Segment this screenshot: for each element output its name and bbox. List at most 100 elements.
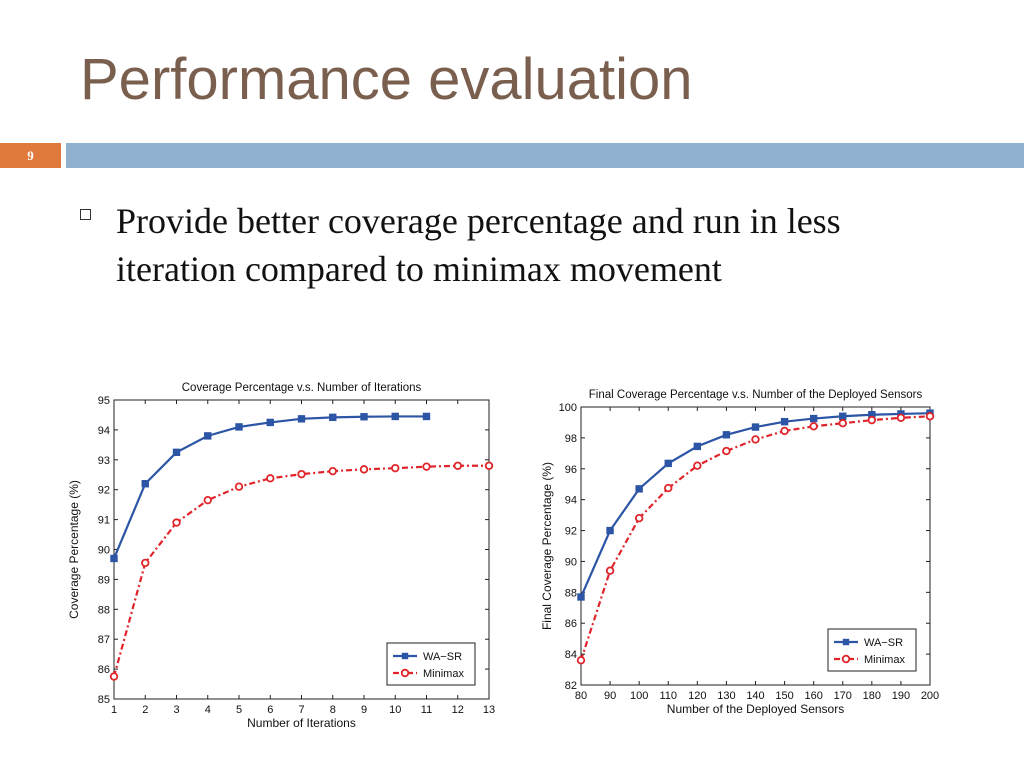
data-point-circle: [925, 412, 935, 421]
data-point-square: [266, 418, 274, 427]
data-point-square: [780, 417, 789, 426]
x-tick-label: 120: [688, 690, 706, 702]
x-tick-label: 180: [863, 690, 881, 702]
data-point-square: [693, 442, 702, 451]
data-point-circle: [576, 656, 586, 665]
data-point-circle: [453, 461, 462, 470]
x-tick-label: 1: [111, 704, 117, 716]
x-tick-label: 130: [717, 690, 735, 702]
x-tick-label: 2: [142, 704, 148, 716]
legend-label: Minimax: [423, 668, 464, 680]
data-point-circle: [297, 469, 306, 479]
x-tick-label: 12: [452, 704, 464, 716]
legend-box: [386, 642, 476, 686]
x-tick-label: 7: [298, 704, 304, 716]
y-tick-label: 92: [565, 526, 577, 538]
data-point-circle: [634, 513, 644, 523]
y-tick-label: 100: [559, 402, 577, 414]
legend-label: WA−SR: [864, 637, 903, 649]
x-tick-label: 5: [236, 704, 242, 716]
data-point-square: [577, 593, 585, 601]
x-tick-label: 100: [630, 690, 648, 702]
y-tick-label: 85: [98, 694, 110, 706]
data-point-square: [422, 412, 431, 421]
data-point-circle: [234, 482, 244, 491]
data-point-square: [297, 415, 306, 423]
data-point-circle: [266, 474, 275, 483]
x-tick-label: 8: [330, 704, 336, 716]
x-tick-label: 190: [892, 690, 910, 702]
y-tick-label: 86: [565, 618, 577, 630]
square-bullet-icon: [80, 209, 91, 220]
y-axis-label: Coverage Percentage (%): [67, 480, 81, 619]
x-tick-label: 110: [659, 690, 677, 702]
x-tick-label: 150: [775, 690, 793, 702]
y-tick-label: 92: [98, 485, 110, 497]
legend-marker: [401, 652, 409, 660]
x-tick-label: 13: [483, 704, 495, 716]
y-tick-label: 95: [98, 395, 110, 407]
data-point-circle: [780, 426, 789, 436]
data-point-circle: [809, 422, 818, 431]
y-axis-label: Final Coverage Percentage (%): [540, 462, 554, 630]
data-point-square: [606, 526, 614, 535]
bullet-text: Provide better coverage percentage and r…: [116, 201, 841, 289]
data-point-square: [391, 412, 399, 421]
y-tick-label: 89: [98, 574, 110, 586]
y-tick-label: 82: [565, 680, 577, 692]
x-tick-label: 6: [267, 704, 273, 716]
data-point-square: [110, 554, 118, 563]
x-tick-label: 3: [173, 704, 179, 716]
x-axis-label: Number of the Deployed Sensors: [667, 702, 844, 716]
data-point-circle: [391, 463, 400, 473]
x-axis-label: Number of Iterations: [247, 716, 356, 730]
data-point-circle: [109, 672, 119, 681]
x-tick-label: 11: [421, 704, 432, 716]
data-point-circle: [203, 495, 212, 505]
data-point-square: [635, 485, 643, 493]
chart-title: Final Coverage Percentage v.s. Number of…: [589, 389, 923, 401]
x-tick-label: 9: [361, 704, 367, 716]
data-point-circle: [693, 461, 702, 470]
legend-box: [827, 628, 917, 672]
data-point-square: [172, 448, 181, 457]
y-tick-label: 86: [98, 664, 110, 676]
header-divider-bar: [66, 143, 1024, 168]
data-point-circle: [605, 566, 615, 575]
data-point-square: [751, 423, 760, 431]
x-tick-label: 80: [575, 690, 587, 702]
data-point-square: [664, 459, 672, 468]
y-tick-label: 91: [98, 515, 110, 527]
x-tick-label: 10: [389, 704, 401, 716]
y-tick-label: 90: [565, 556, 577, 568]
legend-marker: [842, 638, 850, 646]
y-tick-label: 94: [98, 425, 110, 437]
y-tick-label: 88: [98, 604, 110, 616]
data-point-circle: [172, 518, 181, 527]
legend-marker: [400, 668, 410, 678]
chart-title: Coverage Percentage v.s. Number of Itera…: [182, 382, 422, 394]
y-tick-label: 96: [565, 464, 577, 476]
y-tick-label: 98: [565, 433, 577, 445]
x-tick-label: 160: [804, 690, 822, 702]
data-point-circle: [359, 465, 369, 474]
chart-coverage-vs-iterations: Coverage Percentage v.s. Number of Itera…: [67, 382, 495, 730]
data-point-square: [204, 432, 212, 440]
y-tick-label: 94: [565, 495, 577, 507]
data-point-square: [235, 423, 243, 431]
y-tick-label: 87: [98, 634, 110, 646]
data-point-circle: [867, 415, 877, 425]
chart-final-coverage-vs-sensors: Final Coverage Percentage v.s. Number of…: [540, 389, 939, 716]
data-point-square: [329, 413, 337, 422]
x-tick-label: 90: [604, 690, 616, 702]
legend-label: WA−SR: [423, 651, 462, 663]
x-tick-label: 200: [921, 690, 939, 702]
slide-title: Performance evaluation: [80, 47, 693, 112]
data-point-square: [809, 414, 818, 423]
data-point-circle: [484, 461, 494, 470]
data-point-circle: [896, 413, 906, 423]
x-tick-label: 170: [834, 690, 852, 702]
data-point-square: [839, 412, 847, 420]
data-point-square: [141, 480, 149, 488]
y-tick-label: 84: [565, 649, 577, 661]
